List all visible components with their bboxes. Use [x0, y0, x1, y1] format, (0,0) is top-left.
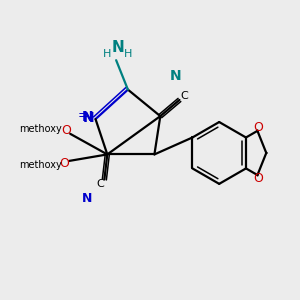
Text: C: C: [180, 91, 188, 100]
Text: N: N: [111, 40, 124, 55]
Text: methoxy: methoxy: [19, 160, 62, 170]
Text: O: O: [60, 157, 70, 170]
Text: N: N: [82, 110, 93, 124]
Text: N: N: [82, 192, 92, 205]
Text: C: C: [96, 179, 104, 189]
Text: O: O: [253, 121, 263, 134]
Text: O: O: [253, 172, 263, 185]
Text: N: N: [83, 111, 95, 124]
Text: =: =: [78, 109, 88, 122]
Text: O: O: [61, 124, 71, 137]
Text: H: H: [124, 49, 133, 59]
Text: N: N: [170, 69, 182, 83]
Text: methoxy: methoxy: [19, 124, 62, 134]
Text: H: H: [103, 49, 112, 59]
